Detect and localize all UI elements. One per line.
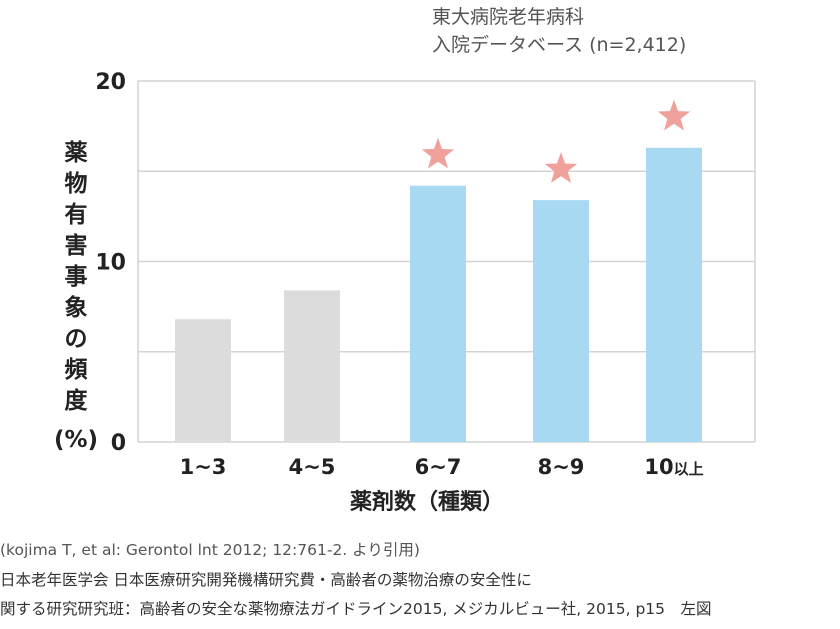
bar: [646, 147, 702, 442]
bar: [175, 319, 231, 442]
bar: [284, 290, 340, 442]
x-axis-label: 薬剤数（種類）: [350, 490, 505, 515]
y-tick-label: 10: [95, 251, 126, 276]
source-citation: (kojima T, et al: Gerontol lnt 2012; 12:…: [0, 541, 420, 559]
x-tick-label: 8~9: [538, 455, 585, 479]
bar-chart: 0 10 20 1~3 4~5 6~7 8~9 10以上: [95, 70, 756, 479]
chart-subtitle-line2: 入院データベース (n=2,412): [432, 34, 687, 56]
x-tick-label: 1~3: [180, 455, 227, 479]
source-reference-line1: 日本老年医学会 日本医療研究開発機構研究費・高齢者の薬物治療の安全性に: [0, 571, 532, 589]
y-axis-label: 薬物有害事象の頻度 (%): [53, 140, 99, 453]
source-reference-line2: 関する研究研究班：高齢者の安全な薬物療法ガイドライン2015, メジカルビュー社…: [0, 600, 712, 618]
bar: [533, 200, 589, 442]
x-tick-label: 10以上: [644, 455, 703, 479]
star-marker-icon: [544, 152, 578, 183]
chart-subtitle-line1: 東大病院老年病科: [432, 6, 585, 28]
x-tick-label: 6~7: [415, 455, 462, 479]
x-tick-label: 4~5: [289, 455, 336, 479]
star-marker-icon: [421, 137, 455, 169]
bar: [410, 185, 466, 442]
y-tick-label: 20: [95, 70, 126, 95]
y-tick-label: 0: [111, 431, 126, 456]
star-marker-icon: [657, 99, 691, 131]
